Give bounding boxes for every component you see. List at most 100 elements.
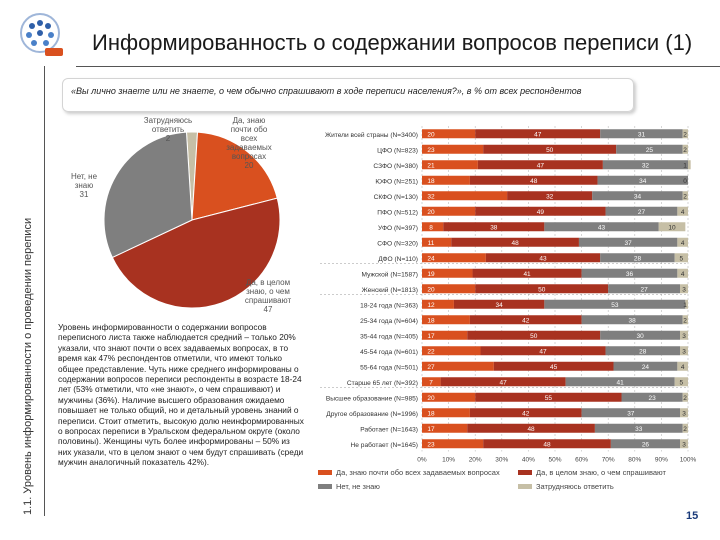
bar-segment bbox=[658, 222, 686, 232]
chart-legend: Да, знаю почти обо всех задаваемых вопро… bbox=[318, 466, 698, 496]
bar-value-label: 50 bbox=[538, 286, 546, 293]
pie-label-pct: 47 bbox=[263, 305, 273, 314]
bar-value-label: 28 bbox=[634, 255, 642, 262]
bar-value-label: 4 bbox=[681, 364, 685, 371]
bar-segment bbox=[680, 346, 688, 356]
bar-segment bbox=[674, 253, 688, 263]
bar-value-label: 12 bbox=[427, 302, 435, 309]
bar-segment bbox=[485, 253, 601, 263]
x-tick-label: 20% bbox=[469, 457, 482, 464]
bar-value-label: 47 bbox=[500, 379, 508, 386]
bar-segment bbox=[422, 129, 476, 139]
bar-segment bbox=[422, 377, 441, 387]
bar-value-label: 8 bbox=[429, 224, 433, 231]
legend-label: Затрудняюсь ответить bbox=[536, 482, 614, 491]
x-tick-label: 80% bbox=[628, 457, 641, 464]
bar-segment bbox=[682, 392, 688, 402]
bar-value-label: 48 bbox=[543, 441, 551, 448]
legend-label: Да, знаю почти обо всех задаваемых вопро… bbox=[336, 468, 500, 477]
bar-segment bbox=[581, 315, 683, 325]
bar-segment bbox=[469, 315, 582, 325]
bar-value-label: 3 bbox=[682, 348, 686, 355]
bar-category-label: Старше 65 лет (N=392) bbox=[347, 380, 418, 387]
bar-segment bbox=[422, 299, 454, 309]
bar-category-label: СФО (N=320) bbox=[377, 240, 418, 247]
bar-segment bbox=[680, 330, 688, 340]
bar-value-label: 3 bbox=[682, 441, 686, 448]
bar-value-label: 34 bbox=[639, 178, 647, 185]
bar-segment bbox=[602, 160, 688, 170]
bar-segment bbox=[600, 330, 681, 340]
bar-value-label: 32 bbox=[546, 193, 554, 200]
bar-segment bbox=[610, 439, 681, 449]
bar-value-label: 49 bbox=[537, 209, 545, 216]
bar-value-label: 2 bbox=[683, 426, 687, 433]
bar-chart-svg: 0% 10% 20% 30% 40% 50% 60% 70% 80% 90% 100% Жители … bbox=[320, 126, 697, 464]
bar-segment bbox=[621, 392, 683, 402]
pie-label-almost-all: Да, знаю почти обо всех задаваемых вопро… bbox=[222, 116, 276, 170]
x-tick-label: 60% bbox=[575, 457, 588, 464]
bar-value-label: 20 bbox=[427, 131, 435, 138]
x-tick-label: 70% bbox=[602, 457, 615, 464]
legend-swatch bbox=[518, 470, 532, 475]
bar-value-label: 1 bbox=[683, 162, 687, 169]
bar-segment bbox=[507, 191, 593, 201]
bar-category-label: 25-34 года (N=604) bbox=[360, 318, 418, 325]
bar-category-label: ЮФО (N=251) bbox=[375, 178, 418, 185]
bar-segment bbox=[544, 222, 659, 232]
bar-chart: 0% 10% 20% 30% 40% 50% 60% 70% 80% 90% 100% Жители … bbox=[300, 120, 710, 470]
bar-value-label: 3 bbox=[682, 410, 686, 417]
bar-segment bbox=[581, 408, 681, 418]
bar-segment bbox=[605, 346, 681, 356]
bar-category-label: Работает (N=1643) bbox=[360, 425, 418, 433]
bar-value-label: 36 bbox=[626, 271, 634, 278]
bar-value-label: 23 bbox=[427, 147, 435, 154]
bar-value-label: 38 bbox=[490, 224, 498, 231]
bar-value-label: 37 bbox=[627, 410, 635, 417]
bar-value-label: 2 bbox=[683, 395, 687, 402]
bar-category-label: ДФО (N=110) bbox=[378, 256, 418, 263]
bar-value-label: 42 bbox=[522, 410, 530, 417]
bar-category-label: 35-44 года (N=405) bbox=[360, 333, 418, 340]
bar-segment bbox=[682, 423, 688, 433]
bar-segment bbox=[422, 346, 481, 356]
pie-label-pct: 31 bbox=[79, 190, 89, 199]
bar-value-label: 48 bbox=[530, 178, 538, 185]
legend-swatch bbox=[318, 470, 332, 475]
x-tick-label: 100% bbox=[680, 457, 697, 464]
bar-value-label: 10 bbox=[668, 224, 676, 231]
bar-category-label: ПФО (N=512) bbox=[377, 209, 418, 216]
bar-segment bbox=[677, 268, 688, 278]
bar-value-label: 47 bbox=[537, 162, 545, 169]
bar-segment bbox=[680, 284, 688, 294]
bar-segment bbox=[443, 222, 545, 232]
legend-swatch bbox=[518, 484, 532, 489]
bar-value-label: 25 bbox=[646, 147, 654, 154]
bar-segment bbox=[422, 160, 478, 170]
bar-segment bbox=[483, 439, 611, 449]
bar-segment bbox=[685, 299, 688, 309]
bar-segment bbox=[594, 423, 683, 433]
bar-value-label: 31 bbox=[638, 131, 646, 138]
bar-segment bbox=[422, 222, 444, 232]
bar-segment bbox=[616, 144, 683, 154]
pie-label-text: Нет, не знаю bbox=[70, 172, 98, 190]
pie-label-general: Да, в целом знаю, о чем спрашивают 47 bbox=[240, 278, 296, 314]
bar-value-label: 55 bbox=[545, 395, 553, 402]
bar-value-label: 17 bbox=[427, 426, 435, 433]
bar-segment bbox=[613, 361, 678, 371]
bar-segment bbox=[475, 392, 622, 402]
pie-slice-no bbox=[103, 131, 193, 259]
side-divider bbox=[44, 66, 45, 516]
bar-value-label: 5 bbox=[680, 379, 684, 386]
bar-value-label: 23 bbox=[427, 441, 435, 448]
bar-segment bbox=[677, 237, 688, 247]
bar-category-label: Высшее образование (N=985) bbox=[326, 394, 418, 402]
section-label: 1.1. Уровень информированности о проведе… bbox=[22, 217, 34, 515]
bar-segment bbox=[578, 237, 678, 247]
bar-value-label: 20 bbox=[427, 286, 435, 293]
bar-segment bbox=[480, 346, 606, 356]
bar-value-label: 23 bbox=[648, 395, 656, 402]
census-logo-graphic bbox=[20, 13, 63, 56]
bar-value-label: 19 bbox=[427, 271, 435, 278]
